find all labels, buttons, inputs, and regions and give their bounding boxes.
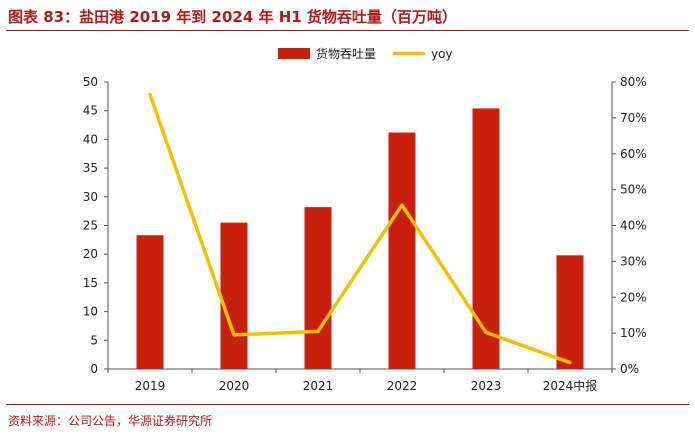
left-tick-label: 45 [83,104,98,118]
right-tick-label: 40% [620,219,647,233]
x-tick-label: 2022 [387,379,418,393]
yoy-point-2022 [401,204,403,206]
right-tick-label: 20% [620,290,647,304]
legend-label-bar: 货物吞吐量 [316,46,376,61]
x-tick-label: 2023 [471,379,502,393]
left-tick-label: 10 [83,305,98,319]
yoy-point-2023 [485,331,487,333]
left-tick-label: 50 [83,75,98,89]
source-note: 资料来源：公司公告，华源证券研究所 [8,414,213,428]
yoy-point-2021 [317,330,319,332]
source-divider [6,404,689,405]
x-tick-label: 2019 [135,379,166,393]
title-divider [6,30,689,31]
right-tick-label: 60% [620,147,647,161]
right-tick-label: 0% [620,362,639,376]
bar-2024中报 [556,255,584,369]
bar-2023 [472,108,500,370]
left-tick-label: 25 [83,219,98,233]
right-tick-label: 80% [620,75,647,89]
left-tick-label: 15 [83,276,98,290]
x-tick-label: 2024中报 [543,378,598,393]
right-tick-label: 50% [620,183,647,197]
bar-2019 [136,235,164,369]
yoy-point-2020 [233,334,235,336]
right-tick-label: 30% [620,254,647,268]
left-tick-label: 20 [83,247,98,261]
bar-2020 [220,222,248,369]
yoy-line [148,92,572,365]
left-tick-label: 40 [83,132,98,146]
legend-swatch-bar [278,48,310,59]
right-tick-label: 70% [620,111,647,125]
left-tick-label: 30 [83,190,98,204]
x-tick-label: 2020 [219,379,250,393]
left-tick-label: 0 [90,362,98,376]
left-tick-label: 5 [90,333,98,347]
right-tick-label: 10% [620,326,647,340]
bar-2021 [304,207,332,369]
legend-label-line: yoy [431,47,453,61]
x-tick-label: 2021 [303,379,334,393]
left-tick-label: 35 [83,161,98,175]
yoy-point-2024中报 [569,362,571,364]
chart-title: 图表 83：盐田港 2019 年到 2024 年 H1 货物吞吐量（百万吨） [8,8,457,26]
bar-2022 [388,132,416,369]
yoy-point-2019 [149,94,151,96]
